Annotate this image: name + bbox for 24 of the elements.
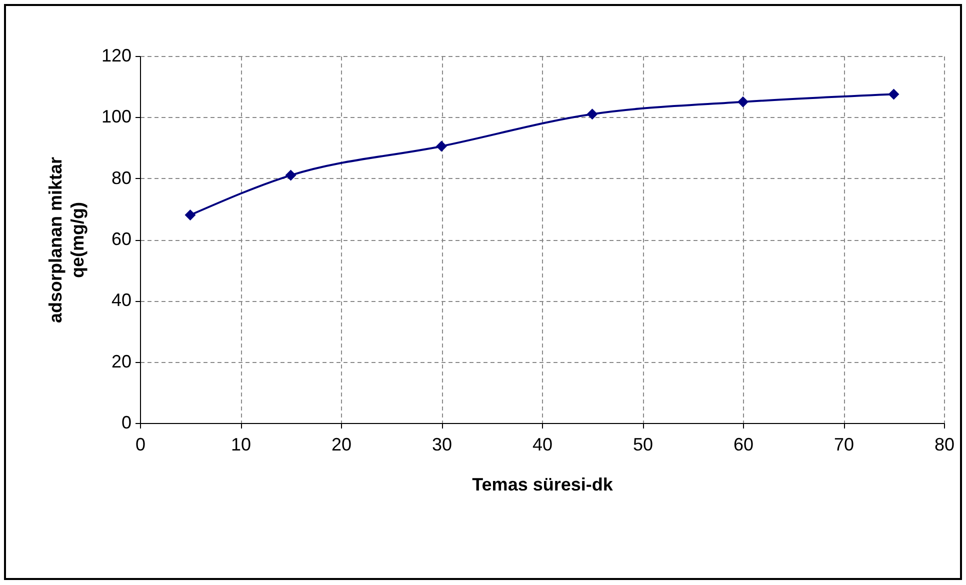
x-tick-label: 40: [532, 434, 553, 454]
point: [436, 140, 447, 152]
y-tick-label: 100: [101, 106, 132, 127]
x-tick-label: 20: [331, 434, 352, 454]
point: [586, 108, 598, 120]
x-tick-label: 50: [632, 434, 654, 454]
point: [738, 96, 748, 108]
x-tick-label: 10: [230, 434, 252, 454]
point: [888, 88, 900, 100]
x-tick-label: 70: [834, 434, 854, 454]
y-axis-title: adsorplanan miktar qe(mg/g): [45, 156, 88, 324]
y-tick-label: 0: [121, 412, 132, 432]
point: [285, 170, 296, 181]
x-tick-label: 80: [934, 434, 955, 454]
y-tick-label: 60: [111, 229, 132, 249]
y-tick-label: 20: [111, 351, 132, 372]
x-tick-label: 30: [432, 434, 452, 454]
y-tick-label: 40: [111, 290, 132, 310]
x-tick-label: 0: [135, 434, 146, 454]
point: [184, 210, 196, 221]
y-tick-label: 120: [101, 46, 132, 66]
x-tick-label: 60: [733, 434, 754, 454]
x-axis-title: Temas süresi-dk: [472, 474, 614, 494]
y-tick-label: 80: [111, 168, 132, 188]
